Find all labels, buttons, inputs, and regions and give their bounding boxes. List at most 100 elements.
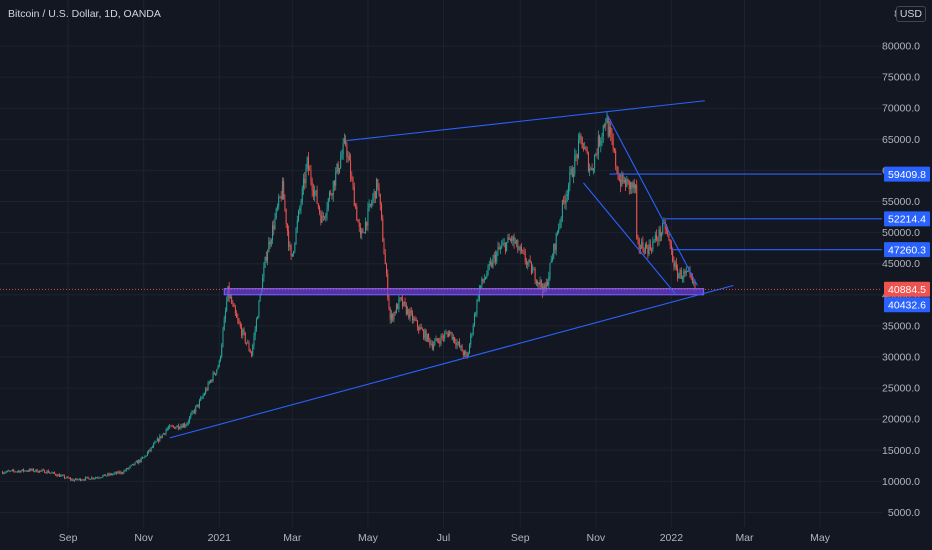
- candle-body: [649, 244, 651, 249]
- candle-body: [164, 433, 166, 435]
- candle-body: [156, 438, 158, 442]
- candle-body: [115, 472, 117, 474]
- horizontal-level-label-bg: [884, 211, 930, 227]
- candle-body: [569, 172, 571, 185]
- candle-body: [481, 278, 483, 286]
- candle-body: [584, 147, 586, 150]
- candle-body: [89, 479, 91, 480]
- candle-body: [459, 342, 461, 347]
- candle-body: [492, 258, 494, 267]
- candle-body: [233, 304, 235, 307]
- candle-body: [274, 217, 276, 230]
- candle-body: [586, 149, 588, 154]
- symbol-title[interactable]: Bitcoin / U.S. Dollar, 1D, OANDA: [8, 8, 161, 20]
- candle-body: [414, 318, 416, 321]
- y-tick-label: 75000.0: [882, 72, 920, 84]
- candle-body: [286, 223, 288, 231]
- candle-body: [231, 297, 233, 304]
- candle-body: [399, 297, 401, 299]
- candle-body: [563, 200, 565, 202]
- candle-body: [84, 477, 86, 480]
- candle-body: [99, 477, 101, 479]
- last-price-label-bg: [884, 281, 930, 297]
- candle-body: [195, 406, 197, 413]
- candle-body: [166, 428, 168, 431]
- candle-body: [265, 256, 267, 261]
- candle-body: [625, 180, 627, 188]
- candle-body: [509, 239, 511, 240]
- candle-body: [617, 171, 619, 180]
- candle-body: [86, 477, 88, 478]
- candle-body: [343, 138, 345, 144]
- candle-body: [346, 144, 348, 157]
- candle-body: [244, 332, 246, 343]
- candle-body: [83, 479, 85, 481]
- candle-body: [124, 470, 126, 472]
- candle-body: [539, 280, 541, 285]
- candle-body: [226, 301, 228, 311]
- candle-body: [81, 479, 83, 481]
- candle-body: [472, 325, 474, 334]
- candle-body: [359, 227, 361, 234]
- candle-body: [518, 249, 520, 251]
- candle-body: [35, 469, 37, 472]
- candle-body: [514, 242, 516, 244]
- candle-body: [208, 382, 210, 384]
- candle-body: [524, 253, 526, 262]
- candle-body: [465, 351, 467, 354]
- candle-body: [41, 469, 43, 471]
- candle-body: [678, 274, 680, 279]
- candle-body: [176, 425, 178, 428]
- candle-body: [521, 247, 523, 251]
- candle-body: [428, 334, 430, 339]
- candle-body: [646, 244, 648, 248]
- candle-body: [63, 475, 65, 479]
- candle-body: [241, 326, 243, 336]
- candle-body: [684, 271, 686, 273]
- candle-body: [202, 395, 204, 398]
- y-tick-label: 5000.0: [888, 507, 920, 519]
- candle-body: [657, 239, 659, 241]
- candle-body: [314, 191, 316, 196]
- candle-body: [475, 313, 477, 315]
- candle-body: [376, 179, 378, 199]
- candle-body: [98, 477, 100, 479]
- candle-body: [576, 154, 578, 158]
- candle-body: [613, 148, 615, 151]
- candle-body: [281, 181, 283, 200]
- currency-button[interactable]: USD: [895, 6, 926, 22]
- candle-body: [679, 270, 681, 275]
- candle-body: [137, 461, 139, 464]
- candle-body: [611, 133, 613, 140]
- candle-body: [534, 269, 536, 282]
- horizontal-level-label-bg: [884, 242, 930, 258]
- candle-body: [675, 262, 677, 269]
- candle-body: [127, 468, 129, 470]
- candle-body: [393, 312, 395, 320]
- candle-body: [1, 472, 3, 474]
- zone-top-label: 40432.6: [888, 299, 926, 311]
- zone-top-label-bg: [884, 297, 930, 313]
- candle-body: [306, 157, 308, 169]
- candle-body: [141, 457, 143, 459]
- candle-body: [97, 477, 99, 479]
- candle-body: [491, 262, 493, 267]
- candle-body: [477, 299, 479, 301]
- candle-body: [561, 200, 563, 218]
- candle-body: [144, 455, 146, 458]
- candle-body: [104, 474, 106, 477]
- candle-body: [62, 475, 64, 477]
- horizontal-level-label: 52214.4: [888, 214, 926, 226]
- y-tick-label: 35000.0: [882, 320, 920, 332]
- candle-body: [641, 241, 643, 249]
- candle-body: [211, 380, 213, 381]
- candle-body: [595, 154, 597, 156]
- candle-body: [201, 397, 203, 399]
- candle-body: [50, 472, 52, 474]
- candle-body: [319, 207, 321, 213]
- candle-body: [608, 127, 610, 137]
- candle-body: [249, 349, 251, 353]
- candle-body: [76, 478, 78, 480]
- candle-body: [175, 427, 177, 429]
